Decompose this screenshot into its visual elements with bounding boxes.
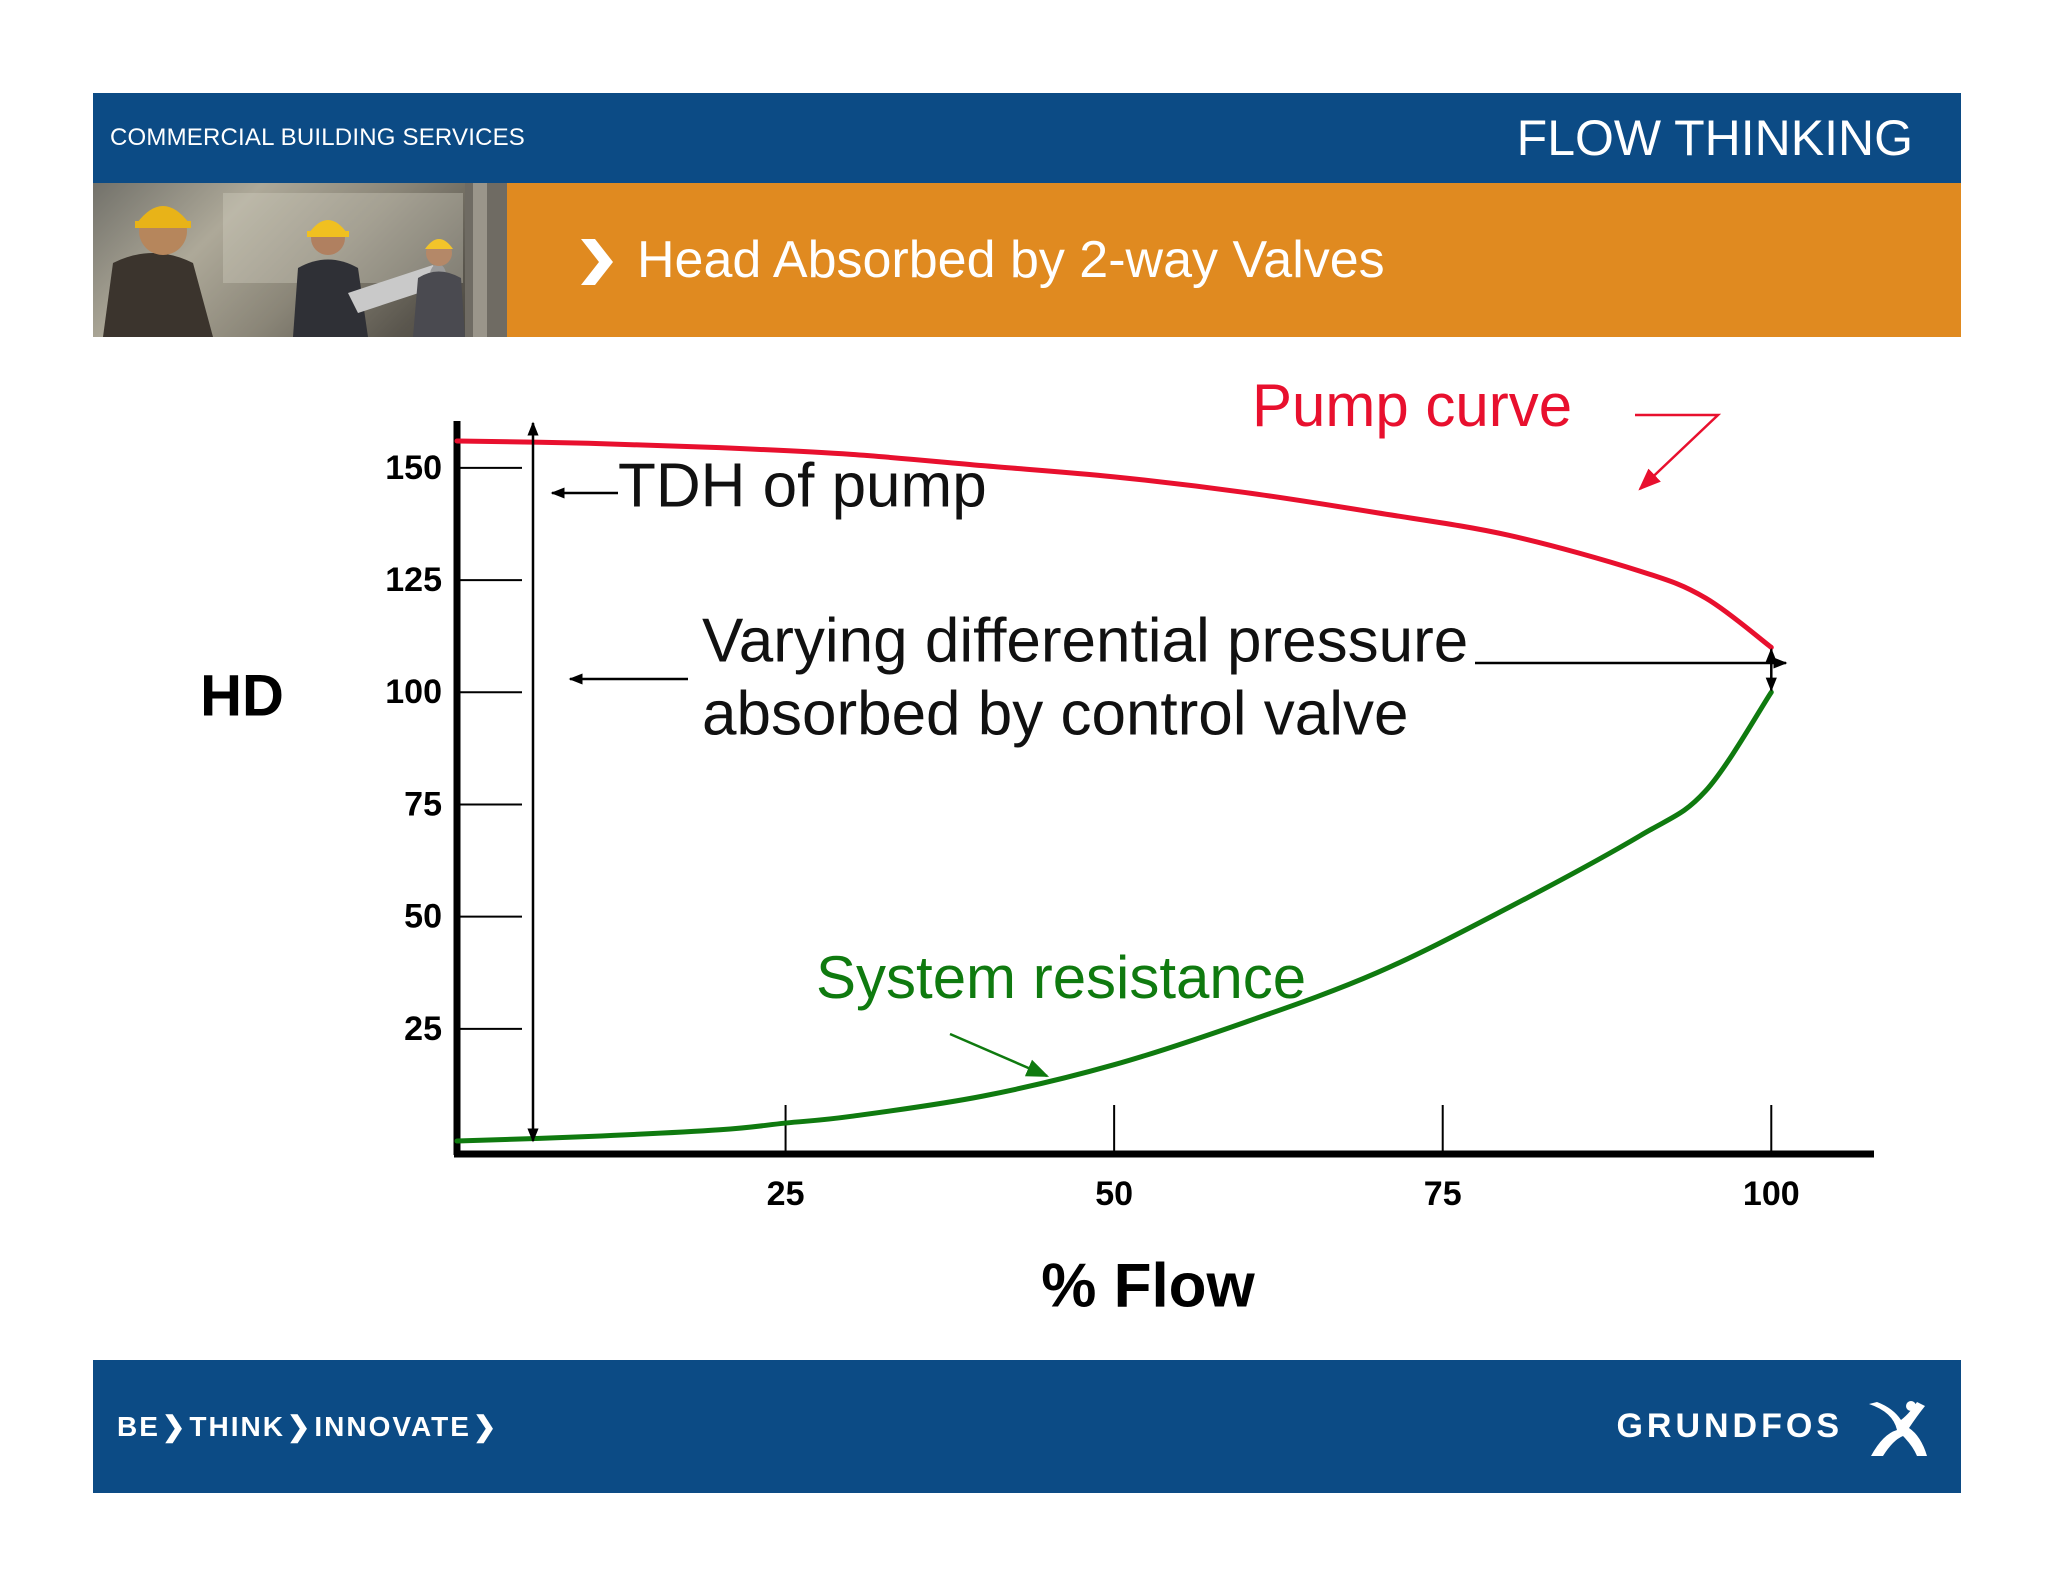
grundfos-man-icon bbox=[1869, 1401, 1927, 1456]
y-tick-label: 150 bbox=[385, 449, 442, 487]
pump-curve-line bbox=[454, 438, 1774, 650]
x-tick-label: 50 bbox=[1095, 1175, 1133, 1213]
y-tick-label: 50 bbox=[404, 898, 442, 936]
tagline-think: THINK bbox=[189, 1411, 285, 1442]
system-resistance-label: System resistance bbox=[816, 944, 1306, 1011]
slide-title-band: Head Absorbed by 2-way Valves bbox=[507, 183, 1961, 337]
system-resistance-pointer bbox=[949, 1032, 1050, 1078]
x-tick-label: 100 bbox=[1743, 1175, 1800, 1213]
x-axis-ticks: 25 50 75 100 bbox=[767, 1105, 1800, 1213]
header-band: COMMERCIAL BUILDING SERVICES FLOW THINKI… bbox=[93, 93, 1961, 183]
varying-label-line2: absorbed by control valve bbox=[702, 679, 1409, 748]
chevron-right-icon: ❯ bbox=[161, 1411, 188, 1442]
x-tick-label: 25 bbox=[767, 1175, 805, 1213]
y-tick-label: 100 bbox=[385, 673, 442, 711]
tdh-label: TDH of pump bbox=[618, 451, 987, 520]
y-axis-label: HD bbox=[200, 663, 284, 728]
chart-series bbox=[454, 438, 1774, 1144]
chevron-right-icon: ❯ bbox=[472, 1411, 499, 1442]
system-resistance-line bbox=[454, 689, 1774, 1144]
pump-system-chart: 25 50 75 100 125 150 25 50 75 100 HD % Flow TDH … bbox=[200, 372, 1874, 1320]
workers-photo-illustration bbox=[93, 183, 507, 337]
chevron-right-icon: ❯ bbox=[286, 1411, 313, 1442]
y-tick-label: 25 bbox=[404, 1010, 442, 1048]
footer-band: BE❯THINK❯INNOVATE❯ GRUNDFOS bbox=[93, 1360, 1961, 1493]
pump-curve-pointer bbox=[1635, 413, 1722, 491]
slide-title: Head Absorbed by 2-way Valves bbox=[637, 231, 1385, 289]
tagline: BE❯THINK❯INNOVATE❯ bbox=[117, 1360, 500, 1493]
y-tick-label: 75 bbox=[404, 785, 442, 823]
pump-curve-label: Pump curve bbox=[1252, 372, 1572, 439]
x-tick-label: 75 bbox=[1424, 1175, 1462, 1213]
y-tick-label: 125 bbox=[385, 561, 442, 599]
varying-label-line1: Varying differential pressure bbox=[702, 606, 1468, 675]
x-axis-label: % Flow bbox=[1041, 1251, 1255, 1320]
y-axis-ticks: 25 50 75 100 125 150 bbox=[385, 449, 522, 1048]
header-section-label: COMMERCIAL BUILDING SERVICES bbox=[110, 124, 526, 151]
grundfos-logo-text: GRUNDFOS bbox=[1616, 1407, 1843, 1445]
tagline-be: BE bbox=[117, 1411, 160, 1442]
tagline-innovate: INNOVATE bbox=[314, 1411, 471, 1442]
workers-photo bbox=[93, 183, 507, 337]
chevron-right-icon bbox=[581, 239, 613, 285]
header-brand-title: FLOW THINKING bbox=[1516, 110, 1913, 166]
